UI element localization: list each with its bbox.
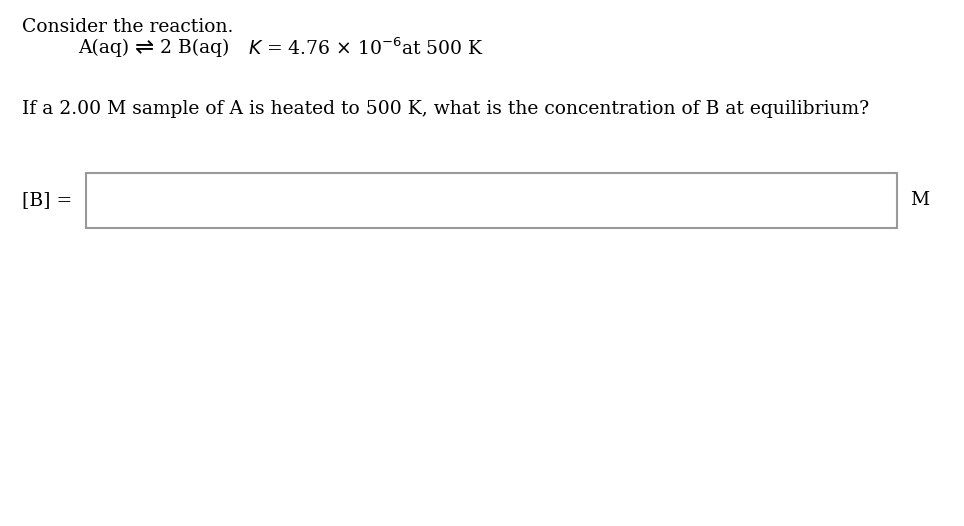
Text: A(aq): A(aq) bbox=[78, 39, 129, 57]
Text: 2 B(aq): 2 B(aq) bbox=[160, 39, 229, 57]
Text: [B] =: [B] = bbox=[22, 191, 72, 209]
Text: $K$ = 4.76 $\times$ 10$^{-6}$at 500 K: $K$ = 4.76 $\times$ 10$^{-6}$at 500 K bbox=[248, 37, 484, 59]
FancyBboxPatch shape bbox=[86, 173, 897, 228]
Text: If a 2.00 M sample of A is heated to 500 K, what is the concentration of B at eq: If a 2.00 M sample of A is heated to 500… bbox=[22, 100, 870, 118]
Text: Consider the reaction.: Consider the reaction. bbox=[22, 18, 233, 36]
Text: $\rightleftharpoons$: $\rightleftharpoons$ bbox=[130, 37, 154, 59]
Text: M: M bbox=[910, 191, 929, 209]
